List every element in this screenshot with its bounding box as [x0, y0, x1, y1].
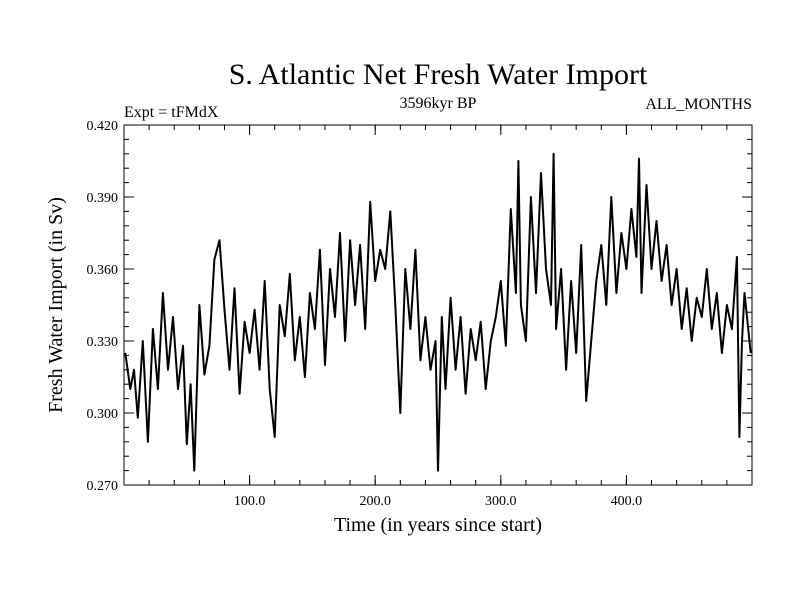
x-axis: 100.0 200.0 300.0 400.0: [148, 125, 728, 509]
plot-area: [123, 124, 753, 486]
subtitle-period: 3596kyr BP: [400, 95, 477, 112]
y-tick-label: 0.420: [87, 119, 119, 134]
fresh-water-import-line: [124, 152, 752, 472]
chart-title: S. Atlantic Net Fresh Water Import: [229, 58, 648, 91]
x-tick-label: 300.0: [485, 494, 517, 509]
y-axis: 0.270 0.300 0.330 0.360 0.390 0.420: [87, 119, 752, 494]
x-tick-label: 100.0: [234, 494, 266, 509]
y-tick-label: 0.300: [87, 407, 119, 422]
y-tick-label: 0.360: [87, 263, 119, 278]
subtitle-experiment: Expt = tFMdX: [124, 104, 219, 121]
plot-frame: [123, 124, 753, 486]
x-tick-label: 200.0: [359, 494, 391, 509]
x-tick-label: 400.0: [611, 494, 643, 509]
subtitle-months: ALL_MONTHS: [645, 96, 752, 113]
x-axis-label: Time (in years since start): [334, 514, 542, 536]
y-axis-label: Fresh Water Import (in Sv): [45, 197, 67, 413]
y-tick-label: 0.330: [87, 335, 119, 350]
y-tick-label: 0.270: [87, 479, 119, 494]
y-tick-label: 0.390: [87, 191, 119, 206]
